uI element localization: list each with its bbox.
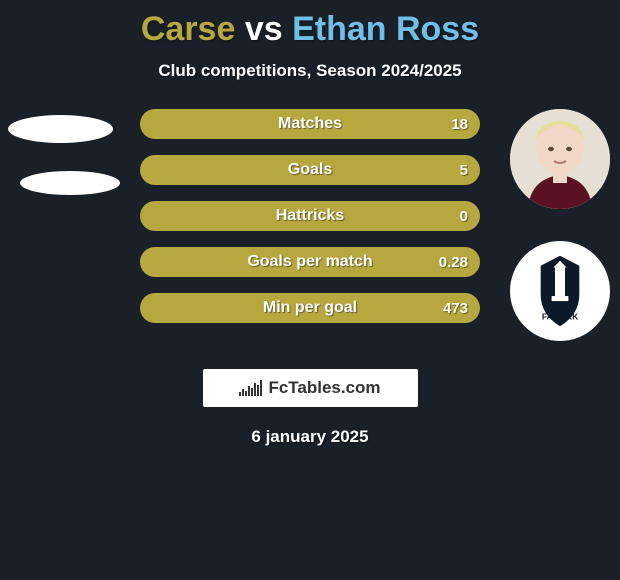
bar-track xyxy=(140,247,480,277)
bar-track xyxy=(140,155,480,185)
stat-bars: Matches18 Goals5 Hattricks0 Goals per match… xyxy=(140,109,480,339)
player2-avatar xyxy=(510,109,610,209)
bar-chart-icon xyxy=(239,380,262,396)
bar-track xyxy=(140,293,480,323)
stat-row: Hattricks0 xyxy=(140,201,480,231)
comparison-panel: Matches18 Goals5 Hattricks0 Goals per match… xyxy=(0,109,620,369)
title-player1: Carse xyxy=(141,10,236,48)
bar-seg-right xyxy=(140,201,480,231)
subtitle: Club competitions, Season 2024/2025 xyxy=(0,61,620,81)
brand-label: FcTables.com xyxy=(268,378,380,398)
bar-value-right: 0 xyxy=(460,201,468,231)
page-title: Carse vs Ethan Ross xyxy=(0,0,620,49)
brand-badge[interactable]: FcTables.com xyxy=(203,369,418,407)
avatar-icon xyxy=(510,109,610,209)
bar-value-right: 18 xyxy=(451,109,468,139)
title-player2: Ethan Ross xyxy=(292,10,479,48)
stat-row: Min per goal473 xyxy=(140,293,480,323)
date-label: 6 january 2025 xyxy=(0,427,620,447)
stat-row: Matches18 xyxy=(140,109,480,139)
club-name-text: FALKIRK xyxy=(542,312,578,322)
player2-column: FALKIRK xyxy=(500,109,620,341)
stat-row: Goals per match0.28 xyxy=(140,247,480,277)
bar-value-right: 0.28 xyxy=(439,247,468,277)
player2-club-badge: FALKIRK xyxy=(510,241,610,341)
bar-value-right: 473 xyxy=(443,293,468,323)
bar-seg-right xyxy=(140,247,480,277)
bar-track xyxy=(140,109,480,139)
player1-club-placeholder xyxy=(20,171,120,195)
stat-row: Goals5 xyxy=(140,155,480,185)
title-vs: vs xyxy=(235,10,292,48)
bar-seg-right xyxy=(140,293,480,323)
player1-avatar-placeholder xyxy=(8,115,113,143)
club-crest-icon: FALKIRK xyxy=(518,249,602,333)
bar-value-right: 5 xyxy=(460,155,468,185)
bar-seg-right xyxy=(140,109,480,139)
bar-seg-right xyxy=(140,155,480,185)
player1-column xyxy=(0,109,120,195)
bar-track xyxy=(140,201,480,231)
